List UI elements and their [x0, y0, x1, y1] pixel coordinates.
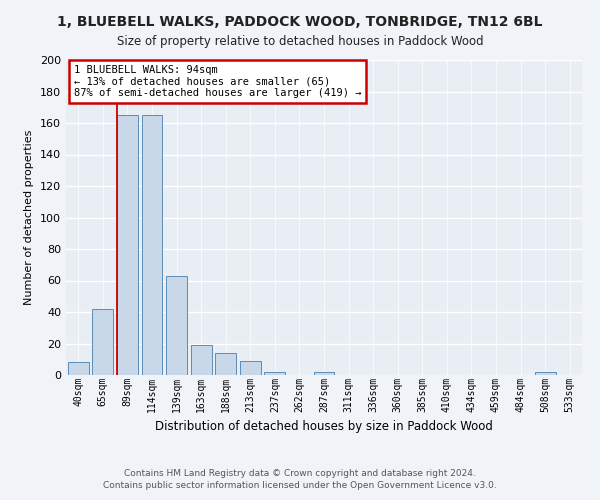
Text: Size of property relative to detached houses in Paddock Wood: Size of property relative to detached ho…	[116, 35, 484, 48]
Text: Contains HM Land Registry data © Crown copyright and database right 2024.
Contai: Contains HM Land Registry data © Crown c…	[103, 468, 497, 490]
Bar	[68, 362, 89, 375]
Y-axis label: Number of detached properties: Number of detached properties	[25, 130, 34, 305]
Bar	[535, 372, 556, 375]
Text: 1 BLUEBELL WALKS: 94sqm
← 13% of detached houses are smaller (65)
87% of semi-de: 1 BLUEBELL WALKS: 94sqm ← 13% of detache…	[74, 64, 361, 98]
Bar	[215, 353, 236, 375]
Bar	[191, 345, 212, 375]
Bar	[265, 372, 286, 375]
X-axis label: Distribution of detached houses by size in Paddock Wood: Distribution of detached houses by size …	[155, 420, 493, 433]
Bar	[92, 309, 113, 375]
Text: 1, BLUEBELL WALKS, PADDOCK WOOD, TONBRIDGE, TN12 6BL: 1, BLUEBELL WALKS, PADDOCK WOOD, TONBRID…	[57, 15, 543, 29]
Bar	[314, 372, 334, 375]
Bar	[117, 115, 138, 375]
Bar	[142, 115, 163, 375]
Bar	[240, 361, 261, 375]
Bar	[166, 276, 187, 375]
